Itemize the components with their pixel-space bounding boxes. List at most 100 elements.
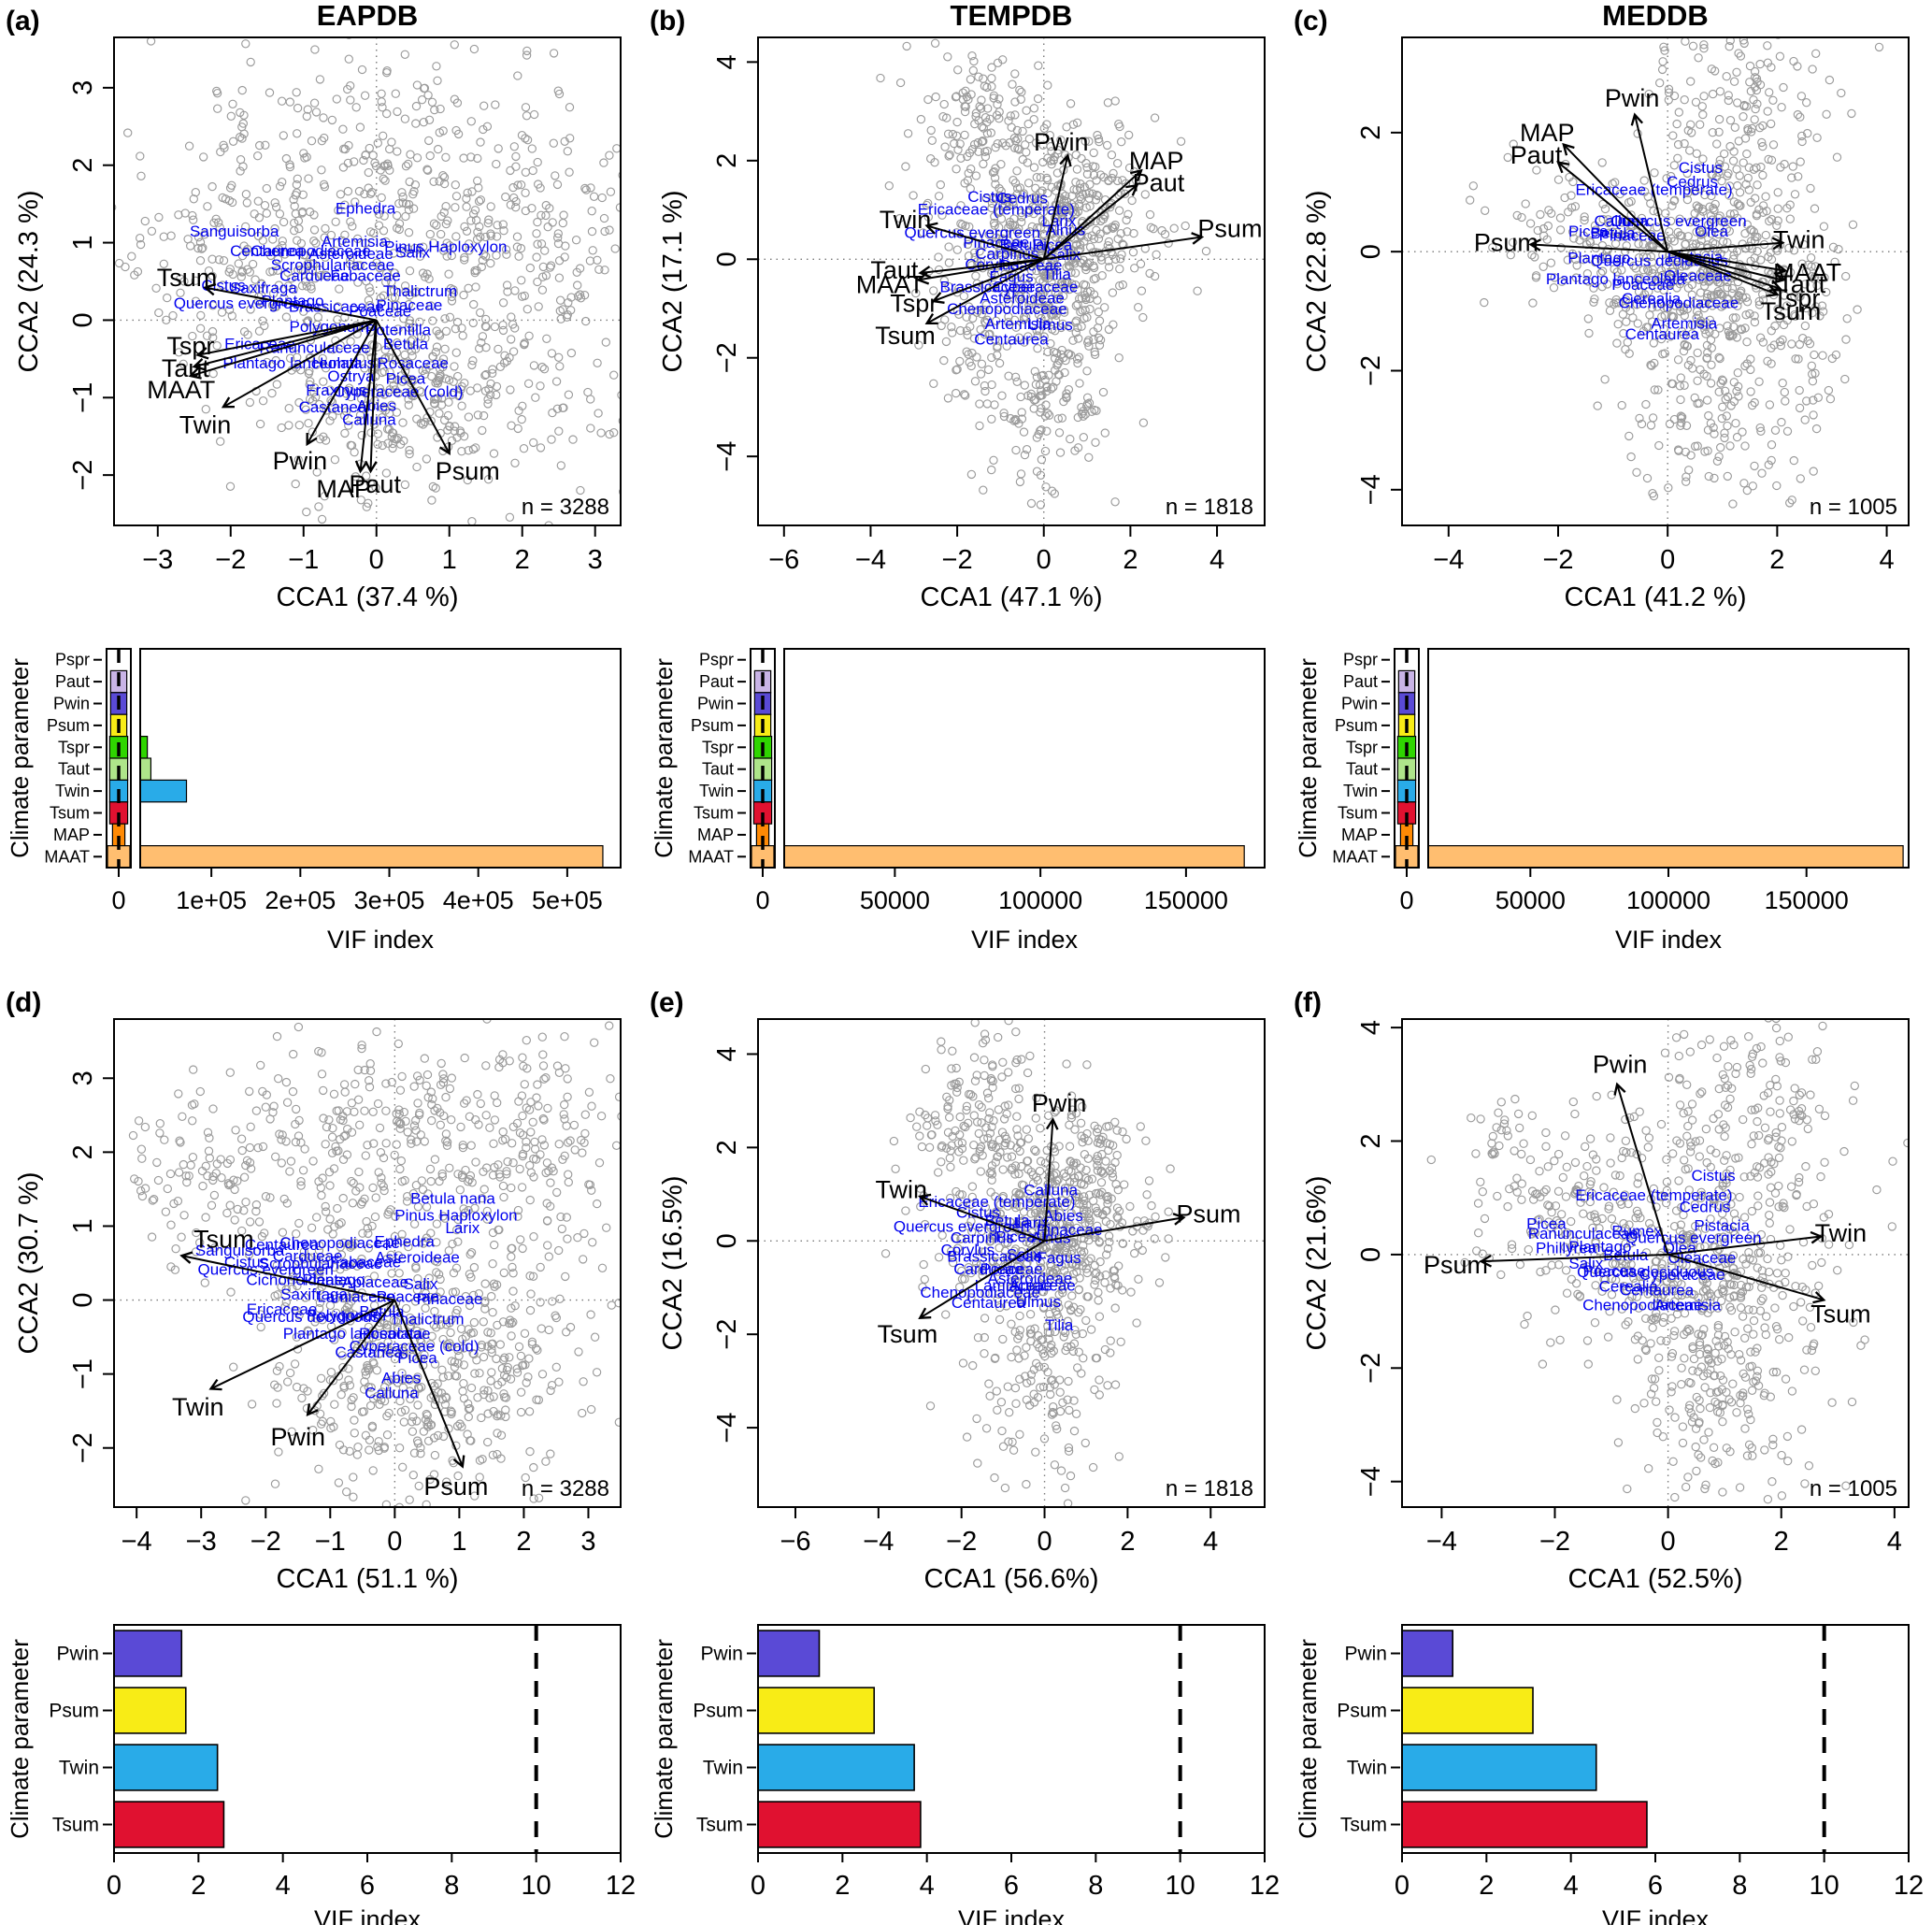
svg-text:Paut: Paut [349, 470, 401, 498]
svg-text:4: 4 [712, 54, 742, 69]
vif-barchart-eapdb-10param: Pspr Paut Pwin Psum Tspr Taut Twin Tsum MAP MAAT 0… [0, 617, 644, 982]
svg-text:3: 3 [68, 80, 98, 95]
svg-text:Plantago lanceolata: Plantago lanceolata [283, 1325, 423, 1343]
svg-text:Psum: Psum [423, 1472, 488, 1501]
svg-text:Quercus deciduous: Quercus deciduous [242, 1308, 379, 1326]
svg-text:Twin: Twin [1773, 225, 1825, 253]
svg-text:Larix: Larix [445, 1219, 479, 1237]
svg-text:Ericaceae (temperate): Ericaceae (temperate) [1575, 180, 1732, 198]
svg-text:2: 2 [1123, 545, 1138, 575]
svg-text:Climate parameter: Climate parameter [650, 658, 678, 858]
svg-text:Psum: Psum [436, 457, 500, 485]
svg-text:Tsum: Tsum [875, 322, 936, 350]
svg-text:0: 0 [68, 1292, 98, 1307]
svg-text:0: 0 [111, 886, 125, 914]
svg-text:MAP: MAP [53, 826, 90, 844]
svg-text:Salix: Salix [404, 1275, 438, 1293]
svg-text:2: 2 [712, 153, 742, 168]
svg-text:0: 0 [1399, 886, 1413, 914]
svg-text:Plantago: Plantago [1567, 250, 1630, 267]
svg-text:0: 0 [712, 251, 742, 266]
svg-text:−4: −4 [1356, 474, 1386, 505]
svg-text:Olea: Olea [1695, 223, 1728, 240]
svg-text:Tspr: Tspr [1772, 284, 1820, 312]
svg-text:Rosaceae: Rosaceae [359, 1325, 431, 1343]
svg-text:Pwin: Pwin [1605, 84, 1660, 112]
svg-text:Cedrus: Cedrus [1667, 173, 1718, 191]
svg-text:Picea: Picea [1568, 223, 1609, 240]
svg-text:Lamiaceae: Lamiaceae [317, 1288, 394, 1306]
svg-text:Pwin: Pwin [1034, 128, 1089, 156]
svg-text:1: 1 [451, 1527, 466, 1557]
svg-text:Brassicaceae: Brassicaceae [289, 298, 384, 316]
svg-text:Saxifraga: Saxifraga [280, 1286, 348, 1303]
svg-text:−1: −1 [68, 382, 98, 413]
svg-text:Saxifraga: Saxifraga [230, 280, 297, 297]
svg-text:Tilia: Tilia [1042, 266, 1071, 283]
svg-text:Pwin: Pwin [53, 695, 90, 713]
svg-text:Sanguisorba: Sanguisorba [195, 1242, 285, 1259]
svg-text:Polygonum: Polygonum [307, 1306, 386, 1324]
svg-text:Chenopodiaceae: Chenopodiaceae [279, 1234, 400, 1252]
svg-text:MAP: MAP [1129, 147, 1184, 175]
svg-text:Psum: Psum [1197, 215, 1262, 243]
vif-barchart-tempdb-4param: Pwin Psum Twin Tsum 0 2 4 6 8 10 12 VIF index Climat… [644, 1599, 1288, 1925]
svg-text:Ephedra: Ephedra [375, 1232, 436, 1250]
svg-text:Fabaceae: Fabaceae [330, 266, 401, 284]
svg-text:CCA1 (51.1 %): CCA1 (51.1 %) [276, 1564, 458, 1594]
svg-text:Paut: Paut [1343, 672, 1378, 691]
svg-text:1: 1 [442, 545, 457, 575]
svg-text:MEDDB: MEDDB [1602, 0, 1709, 32]
svg-text:MAP: MAP [1520, 119, 1575, 147]
svg-text:Calluna: Calluna [365, 1384, 419, 1401]
svg-text:Cerealia: Cerealia [1622, 290, 1682, 308]
svg-text:Sanguisorba: Sanguisorba [190, 223, 279, 240]
svg-text:2e+05: 2e+05 [265, 886, 336, 914]
svg-text:Tspr: Tspr [702, 738, 734, 756]
svg-text:1e+05: 1e+05 [176, 886, 247, 914]
svg-text:Taut: Taut [58, 760, 90, 779]
svg-text:Tspr: Tspr [890, 290, 937, 318]
svg-text:−4: −4 [855, 545, 886, 575]
svg-text:Cardueae: Cardueae [273, 1247, 343, 1265]
svg-text:Psum: Psum [1474, 229, 1538, 257]
svg-text:1: 1 [68, 236, 98, 251]
svg-text:VIF index: VIF index [971, 926, 1079, 954]
svg-text:Oleaceae: Oleaceae [1664, 267, 1732, 285]
svg-text:2: 2 [1769, 545, 1784, 575]
svg-text:2: 2 [68, 158, 98, 173]
svg-text:50000: 50000 [1496, 886, 1566, 914]
cca-biplot-meddb-4param: (f) Cistus Ericaceae (temperate) Cedrus Pist… [1288, 982, 1932, 1599]
svg-text:Humulus: Humulus [312, 354, 375, 372]
svg-text:Pwin: Pwin [271, 1423, 326, 1451]
svg-text:Tsum: Tsum [1338, 804, 1378, 823]
svg-text:Taut: Taut [870, 256, 919, 284]
svg-text:Chenopodiaceae: Chenopodiaceae [1619, 294, 1739, 311]
svg-text:Thalictrum: Thalictrum [390, 1310, 464, 1328]
svg-text:Cistus: Cistus [967, 188, 1011, 206]
svg-text:−6: −6 [768, 545, 799, 575]
svg-text:Centaurea: Centaurea [974, 331, 1049, 349]
svg-text:Tspr: Tspr [58, 738, 90, 756]
svg-text:Twin: Twin [880, 206, 932, 234]
svg-text:CCA2 (17.1 %): CCA2 (17.1 %) [658, 190, 688, 372]
cca-biplot-tempdb-10param: (b) TEMPDB Cistus Cedrus Ericaceae (temperat… [644, 0, 1288, 617]
svg-text:Pinus Haploxylon: Pinus Haploxylon [384, 238, 507, 256]
svg-text:Castanea: Castanea [335, 1343, 403, 1361]
svg-text:Pwin: Pwin [1341, 695, 1378, 713]
svg-text:Plantago lanceolata: Plantago lanceolata [222, 354, 363, 372]
svg-text:CCA1 (47.1 %): CCA1 (47.1 %) [920, 582, 1102, 612]
svg-text:n = 3288: n = 3288 [522, 495, 609, 520]
svg-text:Taut: Taut [1346, 760, 1378, 779]
svg-text:Tsum: Tsum [157, 264, 218, 292]
svg-text:MAAT: MAAT [688, 847, 734, 866]
svg-text:0: 0 [755, 886, 769, 914]
svg-text:MAAT: MAAT [856, 271, 924, 299]
svg-text:Rosaceae: Rosaceae [377, 354, 449, 372]
svg-text:Cyperaceae: Cyperaceae [993, 278, 1079, 295]
svg-text:Psum: Psum [691, 716, 734, 735]
svg-text:Taut: Taut [162, 354, 210, 382]
svg-text:Tsum: Tsum [1761, 297, 1822, 325]
svg-text:100000: 100000 [998, 886, 1082, 914]
